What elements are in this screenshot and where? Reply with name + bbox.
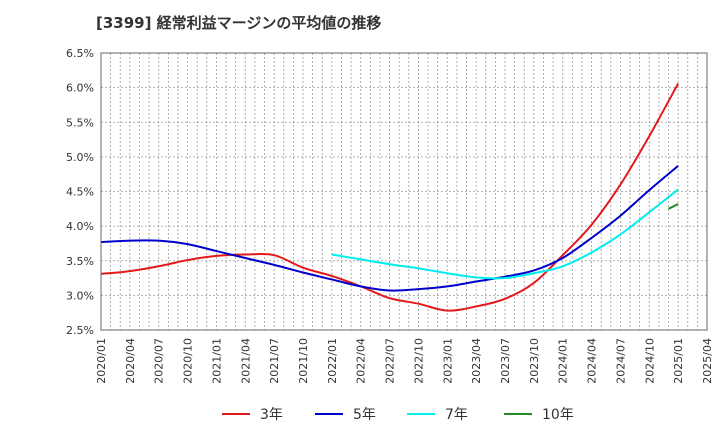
x-tick-label-2024-07: 2024/07: [614, 338, 627, 384]
x-tick-label-2023-01: 2023/01: [441, 338, 454, 384]
x-tick-label-2023-04: 2023/04: [470, 338, 483, 384]
y-tick-label-4-0-: 4.0%: [66, 220, 94, 233]
y-tick-label-2-5-: 2.5%: [66, 324, 94, 337]
x-tick-label-2021-04: 2021/04: [239, 338, 252, 384]
legend-label-0: 3年: [260, 407, 283, 423]
x-tick-label-2023-07: 2023/07: [499, 338, 512, 384]
y-axis-tick-labels: 6.5% 6.0% 5.5% 5.0% 4.5% 4.0% 3.5% 3.0% 2.5%: [66, 47, 94, 337]
x-tick-label-2024-04: 2024/04: [586, 338, 599, 384]
x-tick-label-2025-01: 2025/01: [672, 338, 685, 384]
y-tick-label-4-5-: 4.5%: [66, 186, 94, 199]
chart-title: [3399] 経常利益マージンの平均値の推移: [96, 14, 382, 32]
x-tick-label-2023-10: 2023/10: [528, 338, 541, 384]
x-tick-label-2021-10: 2021/10: [297, 338, 310, 384]
y-tick-label-3-5-: 3.5%: [66, 255, 94, 268]
x-axis-tick-labels: 2020/01 2020/04 2020/07 2020/10 2021/01 2021/…: [95, 338, 714, 384]
legend: 3年 5年 7年 10年: [222, 407, 574, 423]
y-tick-label-3-0-: 3.0%: [66, 289, 94, 302]
plot-frame: [100, 52, 708, 331]
x-tick-label-2020-07: 2020/07: [153, 338, 166, 384]
series-lines: [100, 82, 680, 312]
legend-label-3: 10年: [542, 407, 574, 423]
series-line-3--0: [100, 82, 680, 312]
x-tick-label-2022-04: 2022/04: [355, 338, 368, 384]
x-tick-label-2024-10: 2024/10: [643, 338, 656, 384]
x-tick-label-2022-07: 2022/07: [384, 338, 397, 384]
x-tick-label-2020-10: 2020/10: [182, 338, 195, 384]
x-tick-label-2022-10: 2022/10: [412, 338, 425, 384]
series-line-7--2: [331, 188, 679, 280]
y-tick-label-5-0-: 5.0%: [66, 151, 94, 164]
legend-label-2: 7年: [445, 407, 468, 423]
y-tick-label-6-5-: 6.5%: [66, 47, 94, 60]
legend-label-1: 5年: [353, 407, 376, 423]
x-tick-label-2021-07: 2021/07: [268, 338, 281, 384]
x-tick-label-2025-04: 2025/04: [701, 338, 714, 384]
x-tick-label-2024-01: 2024/01: [557, 338, 570, 384]
x-tick-label-2021-01: 2021/01: [210, 338, 223, 384]
y-tick-label-6-0-: 6.0%: [66, 82, 94, 95]
series-line-10--3: [668, 203, 679, 210]
y-tick-label-5-5-: 5.5%: [66, 116, 94, 129]
x-tick-label-2020-01: 2020/01: [95, 338, 108, 384]
series-line-5--1: [100, 165, 679, 292]
x-tick-label-2020-04: 2020/04: [124, 338, 137, 384]
x-tick-label-2022-01: 2022/01: [326, 338, 339, 384]
